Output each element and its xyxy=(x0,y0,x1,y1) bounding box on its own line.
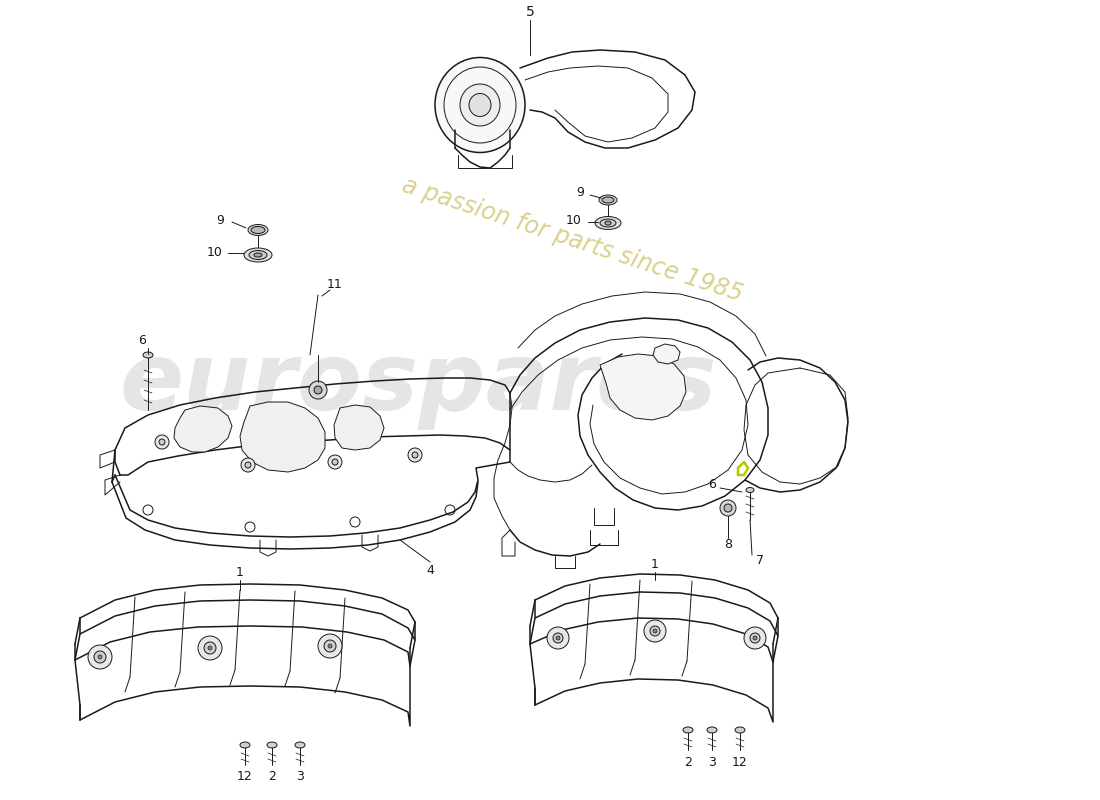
Text: 6: 6 xyxy=(139,334,146,346)
Circle shape xyxy=(314,386,322,394)
Circle shape xyxy=(241,458,255,472)
Polygon shape xyxy=(600,354,686,420)
Text: 3: 3 xyxy=(296,770,304,783)
Circle shape xyxy=(198,636,222,660)
Circle shape xyxy=(318,634,342,658)
Text: 12: 12 xyxy=(733,755,748,769)
Circle shape xyxy=(332,459,338,465)
Ellipse shape xyxy=(434,58,525,153)
Ellipse shape xyxy=(267,742,277,748)
Circle shape xyxy=(553,633,563,643)
Circle shape xyxy=(94,651,106,663)
Ellipse shape xyxy=(683,727,693,733)
Ellipse shape xyxy=(249,250,267,259)
Text: a passion for parts since 1985: a passion for parts since 1985 xyxy=(398,174,746,306)
Circle shape xyxy=(204,642,216,654)
Circle shape xyxy=(412,452,418,458)
Circle shape xyxy=(245,462,251,468)
Ellipse shape xyxy=(595,217,621,230)
Circle shape xyxy=(720,500,736,516)
Circle shape xyxy=(208,646,212,650)
Polygon shape xyxy=(334,405,384,450)
Ellipse shape xyxy=(735,727,745,733)
Circle shape xyxy=(324,640,336,652)
Circle shape xyxy=(653,629,657,633)
Ellipse shape xyxy=(602,197,614,203)
Text: 10: 10 xyxy=(566,214,582,226)
Ellipse shape xyxy=(248,225,268,235)
Circle shape xyxy=(408,448,422,462)
Text: 4: 4 xyxy=(426,563,433,577)
Text: 9: 9 xyxy=(216,214,224,226)
Circle shape xyxy=(750,633,760,643)
Circle shape xyxy=(88,645,112,669)
Ellipse shape xyxy=(251,226,265,234)
Ellipse shape xyxy=(143,352,153,358)
Text: 11: 11 xyxy=(327,278,343,291)
Polygon shape xyxy=(240,402,324,472)
Ellipse shape xyxy=(707,727,717,733)
Ellipse shape xyxy=(469,94,491,117)
Text: 1: 1 xyxy=(236,566,244,578)
Text: 2: 2 xyxy=(268,770,276,783)
Circle shape xyxy=(724,504,732,512)
Circle shape xyxy=(644,620,666,642)
Circle shape xyxy=(160,439,165,445)
Text: 1: 1 xyxy=(651,558,659,570)
Ellipse shape xyxy=(605,221,610,225)
Ellipse shape xyxy=(244,248,272,262)
Circle shape xyxy=(754,636,757,640)
Text: 9: 9 xyxy=(576,186,584,198)
Text: 3: 3 xyxy=(708,755,716,769)
Text: 7: 7 xyxy=(756,554,764,566)
Text: 8: 8 xyxy=(724,538,732,551)
Circle shape xyxy=(328,644,332,648)
Text: 5: 5 xyxy=(526,5,535,19)
Circle shape xyxy=(309,381,327,399)
Ellipse shape xyxy=(460,84,500,126)
Ellipse shape xyxy=(295,742,305,748)
Ellipse shape xyxy=(254,253,262,257)
Circle shape xyxy=(547,627,569,649)
Ellipse shape xyxy=(600,219,616,227)
Polygon shape xyxy=(653,344,680,364)
Ellipse shape xyxy=(240,742,250,748)
Text: 6: 6 xyxy=(708,478,716,491)
Circle shape xyxy=(155,435,169,449)
Ellipse shape xyxy=(746,487,754,493)
Text: 10: 10 xyxy=(207,246,223,259)
Circle shape xyxy=(744,627,766,649)
Ellipse shape xyxy=(600,195,617,205)
Circle shape xyxy=(650,626,660,636)
Polygon shape xyxy=(174,406,232,452)
Circle shape xyxy=(98,655,102,659)
Text: 12: 12 xyxy=(238,770,253,783)
Circle shape xyxy=(328,455,342,469)
Text: 2: 2 xyxy=(684,755,692,769)
Circle shape xyxy=(556,636,560,640)
Text: eurospares: eurospares xyxy=(119,338,717,430)
